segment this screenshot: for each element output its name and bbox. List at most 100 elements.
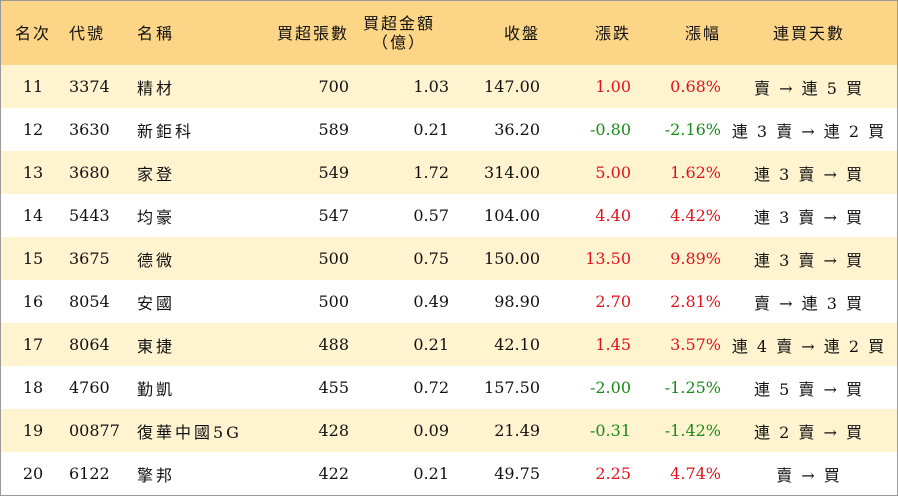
cell-code: 3675 xyxy=(69,249,110,268)
cell-code: 8054 xyxy=(69,292,110,311)
cell-rank: 18 xyxy=(22,378,44,397)
cell-shares: 547 xyxy=(318,206,349,225)
cell-name: 擎邦 xyxy=(137,465,176,485)
cell-amount: 1.03 xyxy=(413,77,449,96)
cell-change: 1.00 xyxy=(595,77,631,96)
table-row: 20 6122 擎邦 422 0.21 49.75 2.25 4.74% 賣 → 買 xyxy=(1,452,897,495)
cell-days: 連 4 賣 → 連 2 買 xyxy=(731,336,887,356)
cell-name: 精材 xyxy=(137,78,176,98)
cell-days: 連 3 賣 → 買 xyxy=(754,250,864,270)
cell-days: 賣 → 買 xyxy=(776,465,842,485)
cell-rank: 14 xyxy=(22,206,44,225)
table-row: 18 4760 勤凱 455 0.72 157.50 -2.00 -1.25% 連 5 賣 → … xyxy=(1,366,897,409)
cell-code: 3680 xyxy=(69,163,110,182)
cell-change: 4.40 xyxy=(595,206,631,225)
header-close: 收盤 xyxy=(503,23,540,43)
cell-close: 98.90 xyxy=(494,292,540,311)
cell-close: 150.00 xyxy=(484,249,540,268)
cell-pct: 1.62% xyxy=(670,163,721,182)
cell-name: 勤凱 xyxy=(137,379,176,399)
table-row: 19 00877 復華中國5G 428 0.09 21.49 -0.31 -1.42% 連 2 … xyxy=(1,409,897,452)
table-row: 12 3630 新鉅科 589 0.21 36.20 -0.80 -2.16% 連 3 賣 → … xyxy=(1,108,897,151)
cell-amount: 0.72 xyxy=(413,378,449,397)
table-row: 15 3675 德微 500 0.75 150.00 13.50 9.89% 連 3 賣 → 買 xyxy=(1,237,897,280)
cell-rank: 15 xyxy=(22,249,44,268)
cell-close: 49.75 xyxy=(494,464,540,483)
table-row: 14 5443 均豪 547 0.57 104.00 4.40 4.42% 連 3 賣 → 買 xyxy=(1,194,897,237)
cell-change: 5.00 xyxy=(595,163,631,182)
cell-shares: 549 xyxy=(318,163,349,182)
cell-pct: -1.42% xyxy=(664,421,721,440)
cell-days: 連 3 賣 → 買 xyxy=(754,164,864,184)
cell-pct: 4.74% xyxy=(670,464,721,483)
header-amount-line1: 買超金額 xyxy=(362,14,435,33)
cell-change: -0.31 xyxy=(589,421,631,440)
header-rank: 名次 xyxy=(14,23,51,43)
cell-code: 8064 xyxy=(69,335,110,354)
cell-days: 賣 → 連 3 買 xyxy=(754,293,864,313)
cell-rank: 20 xyxy=(22,464,44,483)
cell-shares: 488 xyxy=(318,335,349,354)
cell-name: 安國 xyxy=(137,293,176,313)
cell-name: 東捷 xyxy=(137,336,176,356)
cell-code: 6122 xyxy=(69,464,110,483)
cell-shares: 422 xyxy=(318,464,349,483)
cell-shares: 455 xyxy=(318,378,349,397)
cell-close: 147.00 xyxy=(484,77,540,96)
cell-change: -0.80 xyxy=(589,120,631,139)
table-row: 13 3680 家登 549 1.72 314.00 5.00 1.62% 連 3 賣 → 買 xyxy=(1,151,897,194)
cell-code: 3630 xyxy=(69,120,110,139)
cell-change: -2.00 xyxy=(589,378,631,397)
cell-name: 家登 xyxy=(137,164,176,184)
cell-days: 連 3 賣 → 買 xyxy=(754,207,864,227)
cell-name: 復華中國5G xyxy=(137,422,242,442)
cell-days: 賣 → 連 5 買 xyxy=(754,78,864,98)
cell-close: 314.00 xyxy=(484,163,540,182)
cell-amount: 0.57 xyxy=(413,206,449,225)
cell-change: 2.25 xyxy=(595,464,631,483)
header-row: 名次 代號 名稱 買超張數 買超金額 （億） 收盤 漲跌 漲幅 連買天數 xyxy=(1,1,897,65)
cell-days: 連 5 賣 → 買 xyxy=(754,379,864,399)
header-name: 名稱 xyxy=(137,23,176,43)
cell-shares: 700 xyxy=(318,77,349,96)
header-amount-line2: （億） xyxy=(371,33,426,52)
cell-close: 157.50 xyxy=(484,378,540,397)
cell-pct: 4.42% xyxy=(670,206,721,225)
cell-shares: 500 xyxy=(318,249,349,268)
cell-change: 1.45 xyxy=(595,335,631,354)
cell-shares: 428 xyxy=(318,421,349,440)
header-change: 漲跌 xyxy=(594,23,631,43)
header-code: 代號 xyxy=(69,23,106,43)
cell-rank: 11 xyxy=(22,77,44,96)
cell-rank: 17 xyxy=(22,335,44,354)
cell-pct: 9.89% xyxy=(670,249,721,268)
cell-close: 42.10 xyxy=(494,335,540,354)
table-row: 11 3374 精材 700 1.03 147.00 1.00 0.68% 賣 → 連 5 買 xyxy=(1,65,897,108)
cell-pct: -2.16% xyxy=(664,120,721,139)
cell-rank: 12 xyxy=(22,120,44,139)
cell-rank: 16 xyxy=(22,292,44,311)
cell-amount: 0.21 xyxy=(413,464,449,483)
table-row: 16 8054 安國 500 0.49 98.90 2.70 2.81% 賣 → 連 3 買 xyxy=(1,280,897,323)
cell-name: 德微 xyxy=(137,250,176,270)
cell-amount: 1.72 xyxy=(413,163,449,182)
cell-rank: 19 xyxy=(22,421,44,440)
cell-pct: 2.81% xyxy=(670,292,721,311)
header-pct: 漲幅 xyxy=(684,23,721,43)
cell-change: 2.70 xyxy=(595,292,631,311)
header-amount: 買超金額 （億） xyxy=(349,1,449,65)
cell-amount: 0.21 xyxy=(413,120,449,139)
cell-pct: -1.25% xyxy=(664,378,721,397)
cell-pct: 3.57% xyxy=(670,335,721,354)
cell-code: 00877 xyxy=(69,421,120,440)
cell-code: 4760 xyxy=(69,378,110,397)
cell-pct: 0.68% xyxy=(670,77,721,96)
cell-close: 21.49 xyxy=(494,421,540,440)
header-days: 連買天數 xyxy=(772,23,845,43)
cell-change: 13.50 xyxy=(585,249,631,268)
cell-days: 連 3 賣 → 連 2 買 xyxy=(731,121,887,141)
cell-name: 新鉅科 xyxy=(137,121,195,141)
cell-close: 36.20 xyxy=(494,120,540,139)
